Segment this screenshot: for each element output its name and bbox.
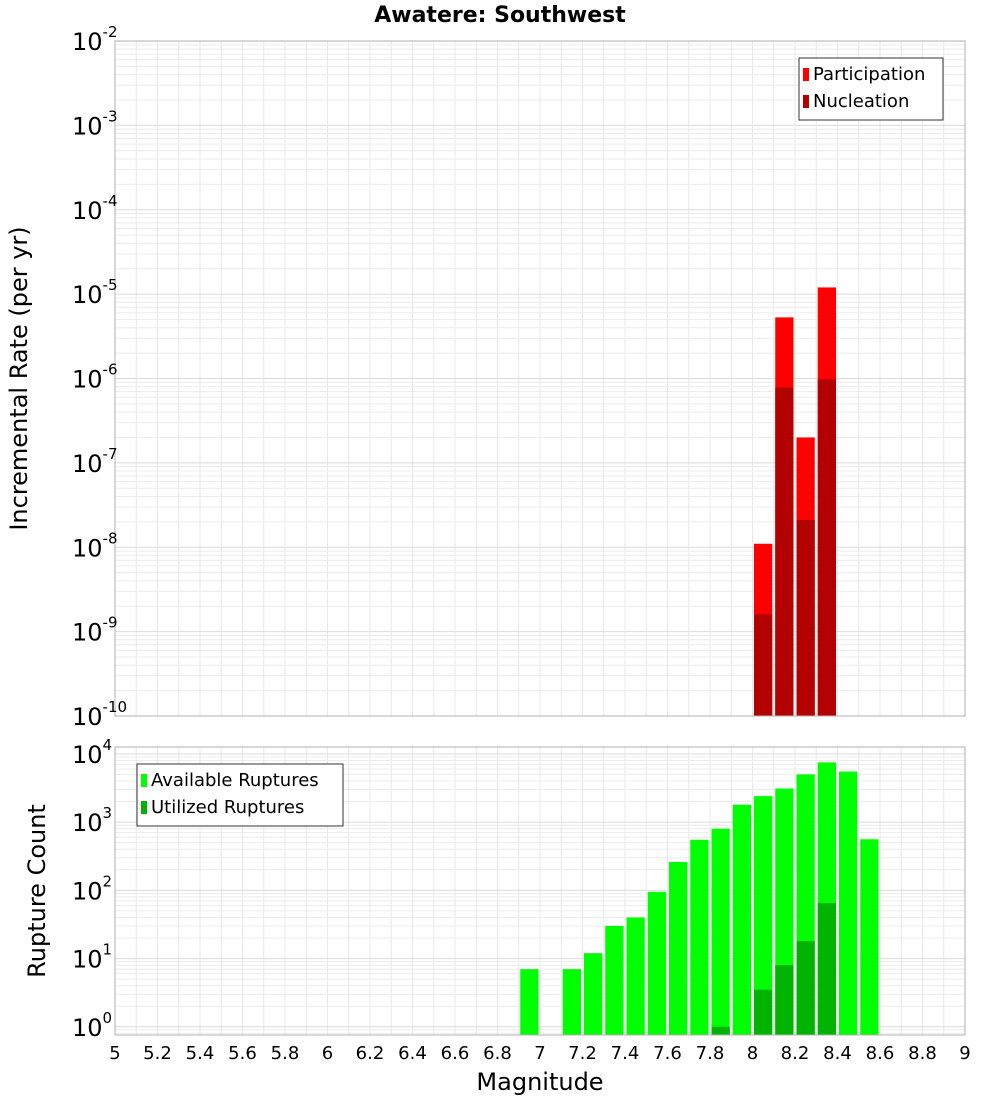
rate-panel: 10-10 10-9 10-8 10-7 10-6 10-5 10-4 10-3 10-2 Inc… [5, 23, 966, 731]
count-bar-available-ruptures [732, 804, 751, 1035]
rate-y-tick-label: 10-7 [72, 445, 118, 478]
rate-y-tick-label: 10-4 [72, 192, 118, 225]
rate-bar-nucleation [754, 614, 773, 716]
count-x-tick-label: 7 [534, 1043, 545, 1064]
count-y-tick-label: 101 [72, 941, 112, 974]
rate-y-tick-label: 10-5 [72, 276, 118, 309]
count-bar-utilized-ruptures [775, 965, 794, 1035]
count-legend-swatch [141, 774, 147, 787]
count-plot-frame [114, 746, 966, 1036]
rate-legend-label: Participation [813, 64, 925, 85]
rate-bar-nucleation [775, 387, 794, 716]
rate-bar-nucleation [796, 520, 815, 716]
rate-bar-nucleation [817, 379, 836, 716]
rate-legend-label: Nucleation [813, 91, 909, 112]
count-x-tick-label: 5.4 [186, 1043, 215, 1064]
rate-y-tick-label: 10-9 [72, 614, 118, 647]
rate-legend-swatch [803, 95, 809, 108]
count-y-axis-label: Rupture Count [23, 804, 51, 978]
count-bar-available-ruptures [711, 828, 730, 1035]
count-x-tick-label: 8 [747, 1043, 758, 1064]
count-bar-utilized-ruptures [817, 903, 836, 1035]
rate-y-tick-label: 10-3 [72, 107, 118, 140]
rate-y-tick-label: 10-6 [72, 361, 118, 394]
count-x-tick-label: 8.4 [823, 1043, 852, 1064]
count-bar-available-ruptures [520, 969, 539, 1035]
count-x-tick-label: 7.2 [568, 1043, 597, 1064]
count-bar-available-ruptures [584, 953, 603, 1035]
count-x-tick-label: 5.6 [228, 1043, 257, 1064]
count-x-tick-label: 5 [109, 1043, 120, 1064]
count-legend-label: Utilized Ruptures [151, 797, 304, 818]
count-y-tick-label: 103 [72, 804, 112, 837]
count-bar-available-ruptures [860, 839, 879, 1035]
count-legend-swatch [141, 801, 147, 814]
count-x-tick-label: 8.6 [866, 1043, 895, 1064]
count-x-tick-label: 5.8 [271, 1043, 300, 1064]
rate-y-tick-label: 10-8 [72, 529, 118, 562]
rate-y-tick-label: 10-10 [72, 698, 127, 731]
count-legend: Available Ruptures Utilized Ruptures [136, 763, 344, 827]
count-bar-available-ruptures [562, 969, 581, 1035]
rate-y-tick-label: 10-2 [72, 23, 118, 56]
count-y-tick-label: 100 [72, 1009, 112, 1042]
chart-title: Awatere: Southwest [374, 3, 626, 28]
count-x-tick-label: 7.4 [611, 1043, 640, 1064]
rate-plot-frame [114, 40, 966, 717]
count-x-tick-label: 5.2 [143, 1043, 172, 1064]
count-panel: 100 101 102 103 104 Rupture Count 5 5.2 5.4 5.6 5.… [23, 736, 971, 1096]
count-y-tick-label: 102 [72, 872, 112, 905]
count-bar-available-ruptures [626, 917, 645, 1035]
rate-legend: Participation Nucleation [798, 57, 944, 121]
rate-legend-box [798, 57, 944, 121]
count-bar-available-ruptures [605, 926, 624, 1035]
count-x-tick-label: 7.8 [696, 1043, 725, 1064]
count-bar-utilized-ruptures [711, 1026, 730, 1035]
count-x-tick-label: 8.8 [908, 1043, 937, 1064]
count-bar-available-ruptures [669, 861, 688, 1035]
count-bar-available-ruptures [839, 771, 858, 1035]
count-legend-label: Available Ruptures [151, 770, 319, 791]
count-bar-utilized-ruptures [796, 941, 815, 1035]
count-y-tick-label: 104 [72, 736, 112, 769]
count-x-axis-label: Magnitude [476, 1068, 603, 1096]
count-bar-available-ruptures [754, 796, 773, 1035]
count-bar-available-ruptures [690, 839, 709, 1035]
count-x-tick-label: 6.8 [483, 1043, 512, 1064]
count-x-tick-label: 6.6 [441, 1043, 470, 1064]
rate-y-axis-label: Incremental Rate (per yr) [5, 226, 33, 530]
count-x-tick-label: 7.6 [653, 1043, 682, 1064]
rate-legend-swatch [803, 68, 809, 81]
count-x-tick-label: 8.2 [781, 1043, 810, 1064]
count-x-tick-label: 6 [322, 1043, 333, 1064]
count-bar-available-ruptures [647, 891, 666, 1035]
count-legend-box [136, 763, 344, 827]
count-x-tick-label: 9 [959, 1043, 970, 1064]
count-x-tick-label: 6.2 [356, 1043, 385, 1064]
count-x-tick-label: 6.4 [398, 1043, 427, 1064]
count-bar-utilized-ruptures [754, 989, 773, 1035]
